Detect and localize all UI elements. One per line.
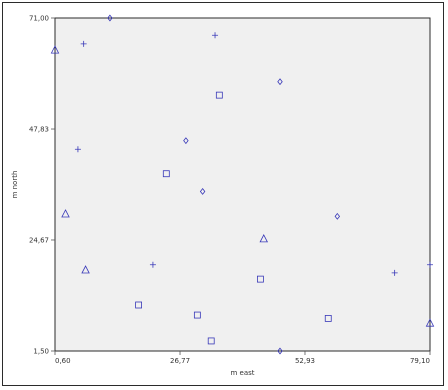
x-axis-label: m east [230,369,254,377]
x-tick-label: 52,93 [295,357,315,365]
y-axis-label: m north [11,171,19,199]
chart-frame: 0,60 26,77 52,93 79,10 1,50 24,67 47,83 71,00 m… [2,2,444,386]
square-point [162,170,170,178]
diamond-point [107,14,113,22]
square-point [324,315,332,322]
plus-point [74,146,81,153]
plus-point [391,269,398,276]
diamond-point [199,188,206,195]
plus-point [149,261,156,268]
axis-ticks: 0,60 26,77 52,93 79,10 1,50 24,67 47,83 71,00 [29,15,431,365]
triangle-point [61,209,70,218]
triangle-point [50,45,60,54]
diamond-point [277,347,283,355]
x-tick-label: 79,10 [410,357,430,365]
scatter-chart: 0,60 26,77 52,93 79,10 1,50 24,67 47,83 71,00 m… [11,14,435,377]
x-tick-label: 26,77 [170,357,190,365]
square-point [207,337,215,345]
y-tick-label: 47,83 [29,126,49,134]
plus-point [427,261,433,268]
plot-area [54,17,431,352]
plus-point [212,32,219,39]
y-tick-label: 71,00 [29,15,49,23]
y-tick-label: 24,67 [29,236,49,244]
square-point [257,275,264,283]
diamond-point [183,137,189,145]
diamond-point [277,78,283,86]
triangle-point [425,318,435,327]
triangle-point [81,265,90,274]
x-tick-label: 0,60 [55,357,71,365]
square-point [135,301,142,309]
diamond-point [334,212,341,220]
axis-labels: m east m north [11,171,255,377]
square-point [215,91,223,99]
data-marks [50,14,435,355]
square-point [193,311,201,319]
plus-point [80,40,87,47]
triangle-point [259,234,269,243]
y-tick-label: 1,50 [33,348,49,356]
